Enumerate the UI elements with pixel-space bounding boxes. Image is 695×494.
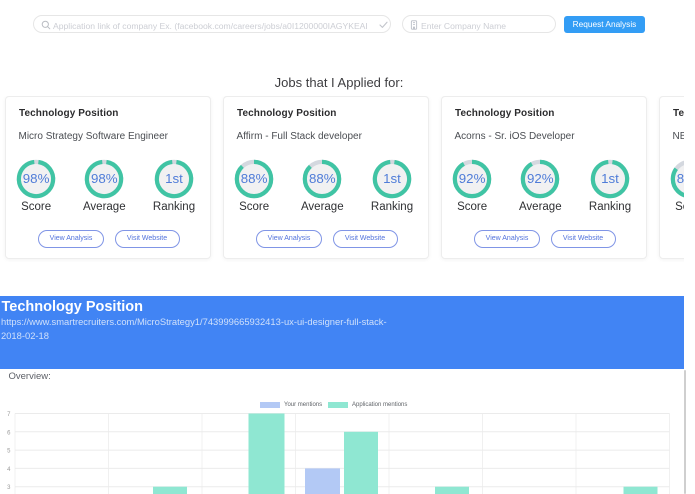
svg-text:5: 5 (7, 449, 11, 455)
svg-text:7: 7 (7, 412, 11, 418)
svg-text:6: 6 (7, 430, 11, 436)
svg-text:4: 4 (7, 467, 11, 473)
svg-text:3: 3 (7, 485, 11, 491)
